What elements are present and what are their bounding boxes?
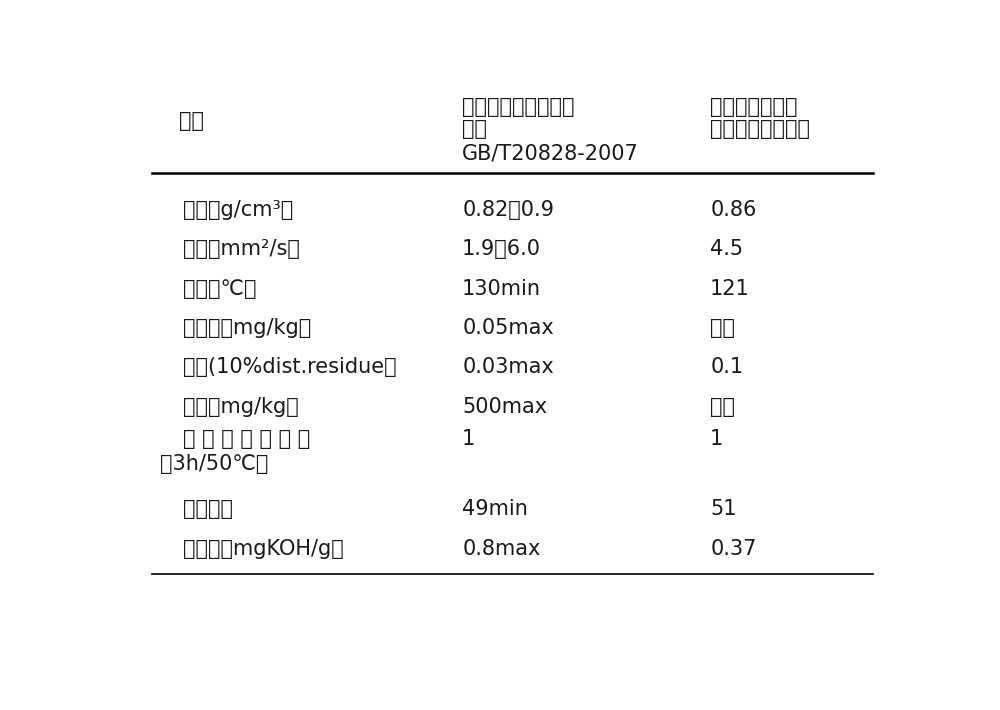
Text: 标准: 标准 — [462, 119, 487, 139]
Text: 0.37: 0.37 — [710, 539, 757, 559]
Text: 密度（g/cm³）: 密度（g/cm³） — [183, 200, 293, 220]
Text: 0.1: 0.1 — [710, 357, 743, 377]
Text: 痕量: 痕量 — [710, 318, 735, 338]
Text: 0.8max: 0.8max — [462, 539, 540, 559]
Text: （3h/50℃）: （3h/50℃） — [160, 454, 268, 474]
Text: 0.86: 0.86 — [710, 200, 757, 220]
Text: 酸度值（mgKOH/g）: 酸度值（mgKOH/g） — [183, 539, 344, 559]
Text: 项目: 项目 — [179, 111, 204, 131]
Text: 1: 1 — [462, 430, 475, 449]
Text: 0.03max: 0.03max — [462, 357, 554, 377]
Text: 痕量: 痕量 — [710, 397, 735, 417]
Text: 对 铜 的 腐 蚀 效 能: 对 铜 的 腐 蚀 效 能 — [183, 430, 310, 449]
Text: 水分（mg/kg）: 水分（mg/kg） — [183, 397, 299, 417]
Text: GB/T20828-2007: GB/T20828-2007 — [462, 143, 639, 163]
Text: 十六烷值: 十六烷值 — [183, 499, 233, 520]
Text: 硫含量（mg/kg）: 硫含量（mg/kg） — [183, 318, 311, 338]
Text: 柴油性能测定结果: 柴油性能测定结果 — [710, 119, 810, 139]
Text: 闪电（℃）: 闪电（℃） — [183, 278, 257, 299]
Text: 本试验所得生物: 本试验所得生物 — [710, 97, 798, 117]
Text: 49min: 49min — [462, 499, 528, 520]
Text: 国家现行的生物柴油: 国家现行的生物柴油 — [462, 97, 575, 117]
Text: 51: 51 — [710, 499, 737, 520]
Text: 500max: 500max — [462, 397, 547, 417]
Text: 粘度（mm²/s）: 粘度（mm²/s） — [183, 239, 300, 259]
Text: 1.9～6.0: 1.9～6.0 — [462, 239, 541, 259]
Text: 130min: 130min — [462, 278, 541, 299]
Text: 0.05max: 0.05max — [462, 318, 554, 338]
Text: 4.5: 4.5 — [710, 239, 743, 259]
Text: 121: 121 — [710, 278, 750, 299]
Text: 1: 1 — [710, 430, 723, 449]
Text: 0.82～0.9: 0.82～0.9 — [462, 200, 554, 220]
Text: 残炭(10%dist.residue）: 残炭(10%dist.residue） — [183, 357, 397, 377]
